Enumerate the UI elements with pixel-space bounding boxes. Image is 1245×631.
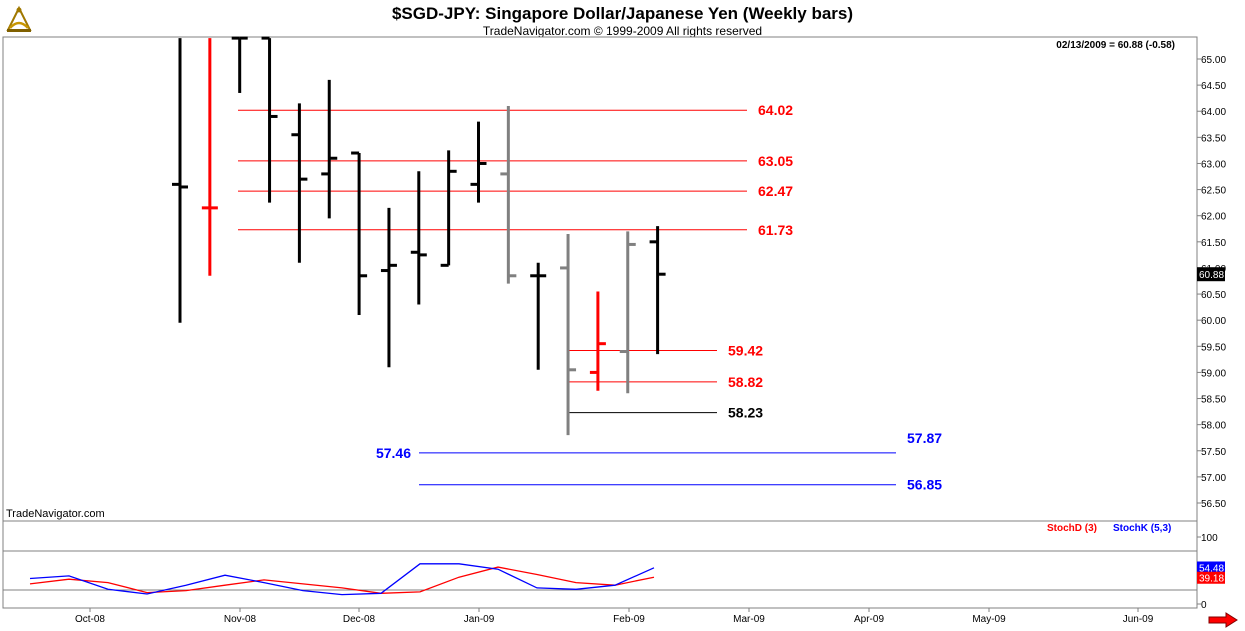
stoch-legend-entry: StochD (3) (1047, 523, 1097, 534)
watermark-text: TradeNavigator.com (6, 508, 105, 520)
level-label: 61.73 (758, 222, 793, 238)
stoch-tick-label: 100 (1201, 533, 1218, 544)
price-tick-label: 60.00 (1201, 316, 1226, 327)
stoch-panel-frame (2, 520, 1198, 609)
last-price-marker-label: 60.88 (1199, 270, 1224, 281)
time-tick-label: Oct-08 (75, 614, 105, 625)
price-tick-label: 58.00 (1201, 421, 1226, 432)
price-tick-label: 62.50 (1201, 186, 1226, 197)
time-axis: Oct-08 Nov-08 Dec-08 Jan-09 Feb-09 Mar-09 Apr-… (75, 608, 1154, 625)
level-label: 56.85 (907, 477, 942, 493)
copyright-subtitle: TradeNavigator.com © 1999-2009 All right… (482, 24, 763, 38)
price-panel-frame (2, 36, 1198, 522)
time-tick-label: Nov-08 (224, 614, 257, 625)
price-tick-label: 59.50 (1201, 342, 1226, 353)
last-price-marker (1197, 267, 1225, 282)
price-tick-label: 60.50 (1201, 290, 1226, 301)
level-label: 63.05 (758, 153, 793, 169)
time-tick-label: Apr-09 (854, 614, 884, 625)
level-label: 62.47 (758, 183, 793, 199)
time-tick-label: Jun-09 (1123, 614, 1154, 625)
right-arrow-icon[interactable] (1208, 612, 1238, 628)
level-label: 58.82 (728, 374, 763, 390)
time-tick-label: Jan-09 (464, 614, 495, 625)
stoch-k-badge (1197, 561, 1225, 574)
price-tick-label: 57.00 (1201, 473, 1226, 484)
sextant-logo-icon[interactable] (4, 4, 34, 34)
level-label: 57.46 (376, 445, 411, 461)
level-label: 64.02 (758, 102, 793, 118)
stoch-k-value: 54.48 (1199, 563, 1224, 574)
stoch-d-value: 39.18 (1199, 574, 1224, 585)
price-axis: 65.00 64.50 64.00 63.50 63.00 62.50 62.00 61.50… (1197, 55, 1226, 510)
price-tick-label: 64.50 (1201, 81, 1226, 92)
support-resistance-levels: 64.02 63.05 62.47 61.73 59.42 58.82 58.23 57.46… (238, 102, 942, 493)
price-tick-label: 64.00 (1201, 107, 1226, 118)
stoch-tick-label: 0 (1201, 600, 1207, 611)
price-tick-label: 56.50 (1201, 499, 1226, 510)
level-label: 58.23 (728, 405, 763, 421)
price-tick-label: 63.50 (1201, 133, 1226, 144)
stoch-k-line (29, 563, 655, 596)
time-tick-label: Feb-09 (613, 614, 645, 625)
last-price-readout: 02/13/2009 = 60.88 (-0.58) (1056, 40, 1175, 51)
price-tick-label: 62.00 (1201, 212, 1226, 223)
chart-title: $SGD-JPY: Singapore Dollar/Japanese Yen … (391, 4, 854, 23)
price-tick-label: 57.50 (1201, 447, 1226, 458)
price-tick-label: 63.00 (1201, 159, 1226, 170)
stoch-d-line (29, 566, 655, 594)
price-tick-label: 61.50 (1201, 238, 1226, 249)
price-tick-label: 58.50 (1201, 395, 1226, 406)
level-label: 59.42 (728, 342, 763, 358)
price-tick-label: 59.00 (1201, 368, 1226, 379)
time-tick-label: Dec-08 (343, 614, 376, 625)
time-tick-label: May-09 (972, 614, 1006, 625)
stoch-d-badge (1197, 571, 1225, 584)
time-tick-label: Mar-09 (733, 614, 765, 625)
level-label-secondary: 57.87 (907, 430, 942, 446)
ohlc-bars (172, 36, 666, 436)
price-tick-label: 65.00 (1201, 55, 1226, 66)
stoch-legend-entry: StochK (5,3) (1113, 523, 1171, 534)
